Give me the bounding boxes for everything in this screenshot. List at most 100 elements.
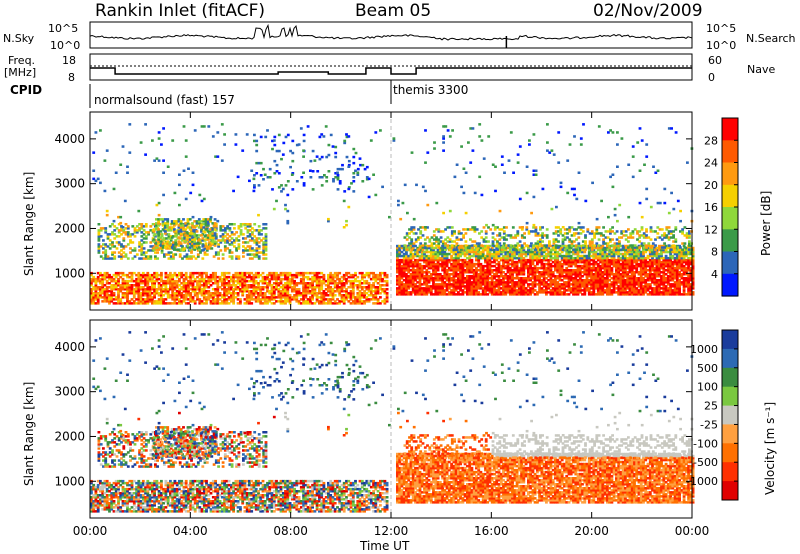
power-panel-cell — [457, 283, 460, 286]
power-panel-cell — [479, 271, 483, 274]
power-panel-cell — [140, 235, 144, 238]
power-panel-cell — [360, 300, 364, 303]
power-panel-cell — [376, 282, 380, 285]
power-panel-cell — [214, 298, 217, 301]
power-panel-cell — [177, 232, 181, 235]
power-panel-cell — [99, 235, 103, 238]
power-panel-cell — [122, 245, 126, 248]
power-panel-cell — [245, 286, 249, 289]
power-panel-cell — [241, 288, 245, 291]
power-panel-cell — [506, 252, 510, 256]
power-panel-cell — [414, 254, 417, 258]
power-panel-cell — [329, 300, 333, 303]
power-panel-cell — [414, 262, 417, 266]
power-panel-cell — [211, 288, 215, 291]
power-panel-cell — [383, 300, 387, 303]
power-panel-cell — [182, 218, 185, 221]
power-panel-cell — [338, 292, 342, 295]
power-panel-cell — [472, 264, 476, 268]
power-panel-cell — [286, 298, 290, 301]
power-panel-cell — [205, 253, 209, 256]
power-panel-cell — [204, 228, 208, 231]
power-panel-cell — [121, 294, 125, 297]
power-panel-cell — [477, 252, 481, 256]
power-panel-cell — [230, 298, 233, 301]
power-panel-cell — [288, 279, 292, 283]
power-panel-cell — [405, 291, 408, 294]
power-panel-cell — [153, 294, 156, 297]
power-panel-cell — [259, 279, 263, 283]
power-panel-cell — [173, 302, 177, 305]
power-panel-cell — [214, 288, 217, 291]
power-panel-cell — [259, 300, 263, 303]
power-panel-cell — [131, 241, 135, 244]
power-panel-cell — [436, 262, 440, 266]
power-panel-cell — [336, 271, 339, 275]
power-panel-cell — [502, 250, 505, 254]
power-panel-cell — [121, 279, 125, 283]
power-panel-cell — [275, 300, 278, 303]
power-panel-cell — [277, 288, 281, 291]
power-panel-cell — [297, 282, 301, 285]
power-panel-cell — [201, 257, 205, 260]
power-panel-cell — [173, 273, 177, 277]
power-panel-cell — [94, 277, 98, 281]
power-panel-cell — [416, 271, 420, 274]
power-panel-cell — [166, 242, 170, 245]
power-panel-cell — [493, 254, 496, 258]
power-panel-cell — [129, 251, 132, 254]
power-panel-cell — [436, 277, 440, 280]
power-panel-cell — [135, 273, 138, 277]
power-panel-cell — [333, 273, 337, 277]
power-panel-cell — [189, 271, 193, 275]
power-panel-cell — [251, 227, 254, 230]
power-panel-cell — [254, 273, 258, 277]
power-panel-cell — [144, 282, 147, 285]
power-panel-cell — [466, 277, 469, 280]
power-panel-cell — [217, 257, 220, 260]
power-panel-cell — [120, 257, 123, 260]
power-panel-cell — [171, 302, 175, 305]
power-panel-cell — [369, 298, 373, 301]
power-panel-cell — [90, 277, 93, 281]
power-panel-cell — [423, 244, 426, 248]
power-panel-cell — [479, 293, 483, 296]
power-panel-cell — [470, 277, 474, 280]
power-panel-cell — [315, 294, 319, 297]
power-panel-cell — [202, 279, 206, 283]
power-panel-cell — [155, 248, 158, 251]
power-panel-cell — [200, 279, 204, 283]
power-panel-cell — [153, 302, 156, 305]
power-panel-cell — [104, 229, 108, 232]
power-panel-cell — [204, 224, 208, 227]
power-panel-cell — [99, 277, 102, 281]
power-panel-cell — [268, 271, 272, 275]
power-panel-cell — [196, 292, 199, 295]
power-panel-cell — [295, 300, 299, 303]
power-panel-cell — [409, 273, 413, 276]
power-panel-cell — [450, 283, 453, 286]
power-panel-cell — [155, 228, 158, 231]
power-panel-cell — [113, 237, 117, 240]
power-panel-cell — [126, 298, 129, 301]
power-panel-cell — [466, 252, 469, 256]
power-panel-cell — [477, 285, 481, 288]
power-panel-cell — [493, 289, 496, 292]
power-panel-cell — [472, 291, 476, 294]
power-panel-cell — [472, 289, 476, 292]
power-panel-cell — [257, 245, 261, 248]
power-panel-cell — [367, 284, 371, 287]
power-panel-cell — [151, 282, 154, 285]
power-panel-cell — [152, 228, 156, 231]
power-panel-cell — [166, 218, 170, 221]
power-panel-cell — [502, 271, 505, 274]
power-panel-cell — [228, 251, 232, 254]
power-panel-cell — [245, 294, 249, 297]
power-panel-cell — [137, 298, 141, 301]
power-panel-cell — [425, 293, 429, 296]
power-panel-cell — [182, 248, 185, 251]
power-panel-cell — [220, 273, 224, 277]
power-panel-cell — [147, 231, 150, 234]
power-panel-cell — [124, 245, 128, 248]
power-panel-cell — [493, 291, 496, 294]
